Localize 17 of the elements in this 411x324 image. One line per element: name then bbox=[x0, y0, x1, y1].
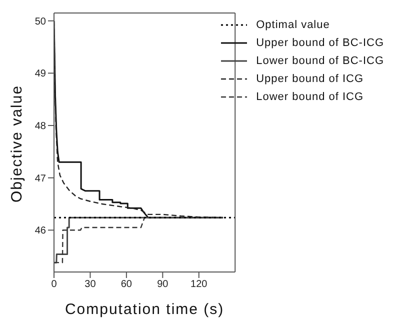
legend-label: Lower bound of ICG bbox=[256, 90, 364, 105]
y-tick-label: 49 bbox=[34, 68, 46, 80]
x-tick-label: 30 bbox=[84, 279, 96, 290]
y-tick-label: 46 bbox=[34, 226, 46, 237]
y-tick-label: 47 bbox=[34, 173, 46, 184]
x-tick-label: 90 bbox=[157, 279, 169, 290]
y-axis-title: Objective value bbox=[8, 84, 26, 202]
legend-label: Optimal value bbox=[256, 18, 330, 33]
legend-label: Upper bound of ICG bbox=[256, 72, 364, 87]
x-tick-label: 0 bbox=[51, 279, 58, 290]
legend-label: Lower bound of BC-ICG bbox=[256, 54, 384, 69]
x-tick-label: 120 bbox=[190, 279, 208, 290]
y-tick-label: 48 bbox=[34, 121, 46, 132]
y-tick-label: 50 bbox=[34, 16, 46, 28]
x-axis-title: Computation time (s) bbox=[64, 301, 224, 318]
legend-label: Upper bound of BC-ICG bbox=[256, 36, 384, 51]
x-tick-label: 60 bbox=[120, 279, 132, 290]
